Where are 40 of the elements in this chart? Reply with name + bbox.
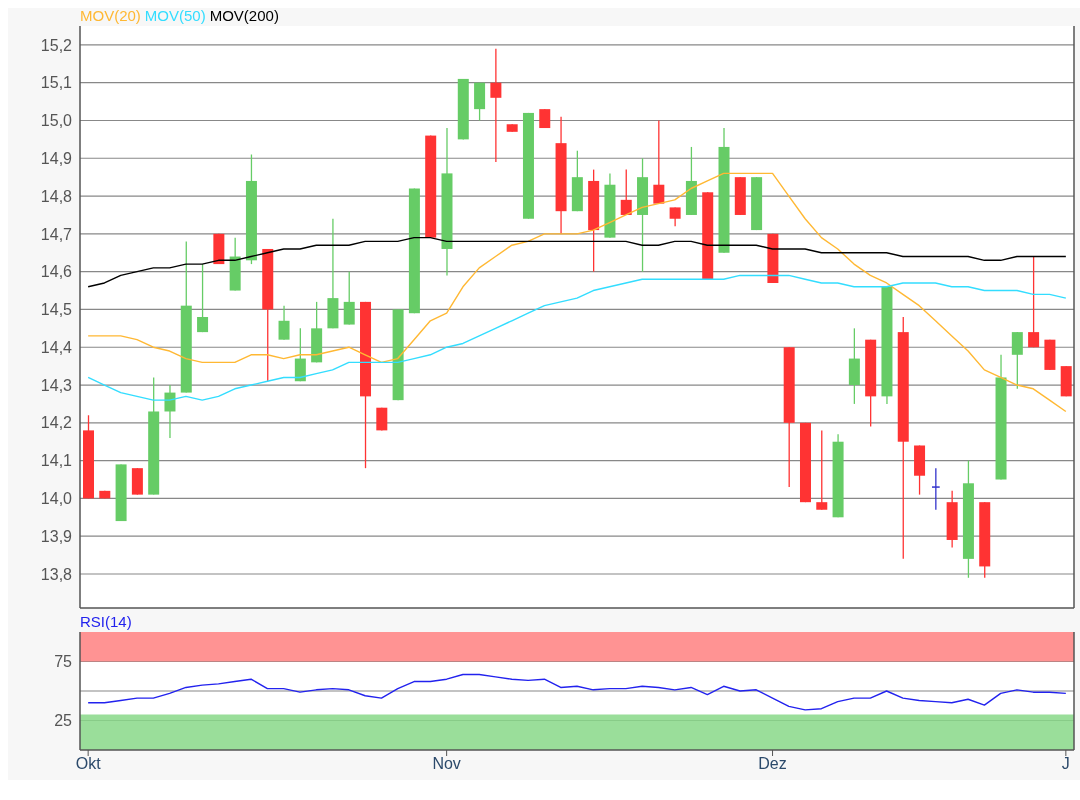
candlestick: [343, 271, 355, 326]
candlestick: [1011, 331, 1023, 390]
y-tick-label: 13,9: [40, 527, 73, 545]
y-tick-label: 14,4: [40, 338, 73, 356]
text: MOV(50): [144, 7, 206, 24]
y-tick-label: 25: [54, 712, 73, 730]
y-tick-label: 15,0: [40, 112, 73, 130]
y-tick-label: 14,5: [40, 301, 73, 319]
candlestick: [278, 305, 290, 341]
x-tick-label: Dez: [758, 755, 787, 773]
y-tick-label: 15,2: [40, 36, 73, 54]
candlestick: [653, 119, 665, 205]
y-tick-label: 13,8: [40, 565, 73, 583]
line-series: [87, 172, 1067, 413]
x-tick-label: J: [1061, 755, 1070, 773]
text: MOV(20): [80, 7, 141, 24]
candlestick: [197, 263, 209, 333]
y-tick-label: 14,3: [40, 376, 73, 394]
y-tick-label: 14,0: [40, 490, 73, 508]
y-tick-label: 14,6: [40, 263, 73, 281]
line-series: [87, 673, 1067, 711]
y-tick-label: 14,7: [40, 225, 73, 243]
candlestick: [816, 429, 828, 511]
y-tick-label: 14,9: [40, 149, 73, 167]
x-tick-label: Nov: [432, 755, 461, 773]
candlestick: [620, 168, 632, 216]
y-tick-label: 15,1: [40, 74, 73, 92]
text: MOV(200): [209, 7, 279, 24]
y-tick-label: 14,1: [40, 452, 73, 470]
text: RSI(14): [80, 613, 132, 630]
line-series: [87, 236, 1067, 288]
y-tick-label: 14,8: [40, 187, 73, 205]
y-tick-label: 14,2: [40, 414, 73, 432]
candlestick: [931, 467, 941, 511]
candlestick: [669, 206, 681, 227]
candlestick: [294, 327, 306, 382]
candlestick: [490, 48, 502, 163]
x-tick-label: Okt: [75, 755, 102, 773]
candlestick: [1028, 255, 1040, 348]
y-tick-label: 75: [54, 653, 73, 671]
